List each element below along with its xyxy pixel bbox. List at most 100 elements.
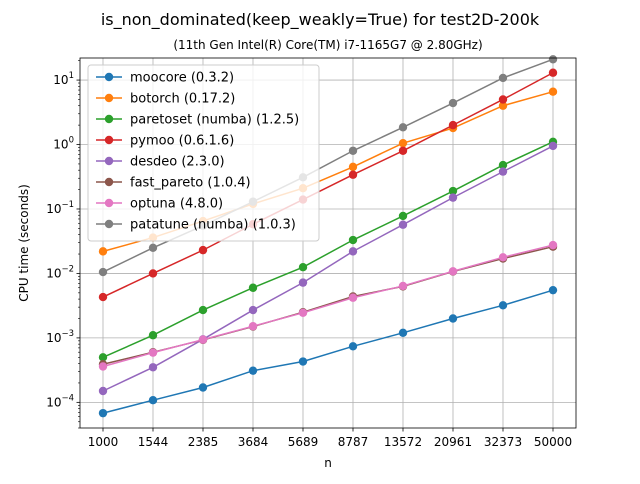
data-point — [448, 98, 458, 108]
data-point — [498, 101, 508, 110]
y-tick-base: 10 — [46, 266, 61, 280]
series-line — [102, 289, 554, 414]
data-point — [448, 267, 458, 276]
plot-frame — [79, 57, 577, 429]
data-point — [348, 162, 358, 172]
data-point — [498, 73, 508, 83]
data-point — [348, 247, 358, 256]
data-point — [98, 247, 108, 256]
legend-entry: pymoo (0.6.1.6) — [96, 134, 234, 149]
data-point — [548, 141, 558, 151]
data-point — [548, 240, 558, 250]
legend-marker — [104, 135, 114, 145]
data-point — [348, 235, 358, 245]
data-point — [148, 348, 158, 357]
y-tick-base: 10 — [53, 138, 68, 152]
x-tick-label: 1544 — [138, 435, 169, 449]
x-tick-label: 32373 — [484, 435, 522, 449]
data-point — [448, 186, 458, 196]
y-tick-exponent: −2 — [61, 264, 74, 274]
legend-marker — [104, 93, 114, 103]
series-2 — [98, 137, 558, 362]
data-point — [98, 408, 108, 418]
data-point — [448, 314, 458, 323]
data-point — [448, 193, 458, 202]
data-point — [398, 146, 408, 155]
legend-label: fast_pareto (1.0.4) — [130, 176, 251, 191]
data-point — [298, 357, 308, 366]
data-point — [248, 366, 258, 375]
data-point — [98, 353, 108, 362]
data-point — [498, 160, 508, 170]
data-point — [348, 146, 358, 155]
series-line — [102, 244, 554, 368]
data-point — [248, 283, 258, 292]
axis-ticks: 1000 1544 2385 3684 5689 8787 13572 20961 32373 5… — [46, 60, 572, 449]
x-axis-label: n — [324, 456, 332, 470]
y-tick-label: 100 — [53, 136, 74, 152]
data-point — [398, 220, 408, 229]
legend-entry: moocore (0.3.2) — [96, 71, 234, 86]
data-point — [148, 243, 158, 252]
y-tick-base: 10 — [46, 331, 61, 345]
y-tick-base: 10 — [53, 73, 68, 87]
legend-marker — [104, 177, 114, 187]
legend-box — [87, 64, 320, 242]
data-point — [198, 335, 208, 344]
x-tick-label: 1000 — [88, 435, 119, 449]
legend-entry: botorch (0.17.2) — [96, 92, 235, 107]
y-tick-exponent: −3 — [61, 329, 74, 339]
x-tick-label: 20961 — [434, 435, 472, 449]
data-point — [98, 292, 108, 302]
data-point — [98, 267, 108, 277]
data-point — [398, 211, 408, 221]
y-tick-label: 10−3 — [46, 329, 74, 345]
data-point — [98, 386, 108, 396]
data-point — [248, 305, 258, 315]
data-point — [448, 120, 458, 130]
series-6 — [98, 240, 558, 371]
legend-label: desdeo (2.3.0) — [130, 155, 225, 170]
data-point — [148, 395, 158, 405]
x-tick-label: 5689 — [288, 435, 319, 449]
data-point — [498, 95, 508, 104]
y-tick-exponent: −1 — [61, 200, 74, 210]
legend-label: optuna (4.8.0) — [130, 197, 223, 212]
legend-entry: patatune (numba) (1.0.3) — [96, 218, 296, 233]
legend-entry: optuna (4.8.0) — [96, 197, 223, 212]
data-point — [148, 269, 158, 278]
legend-label: botorch (0.17.2) — [130, 92, 235, 107]
series-0 — [98, 285, 558, 418]
data-point — [148, 363, 158, 372]
legend-label: pymoo (0.6.1.6) — [130, 134, 234, 149]
legend-entry: desdeo (2.3.0) — [96, 155, 225, 170]
legend-label: moocore (0.3.2) — [130, 71, 234, 86]
series-line — [102, 145, 554, 392]
y-tick-label: 10−4 — [46, 393, 74, 409]
data-point — [348, 170, 358, 179]
y-tick-base: 10 — [46, 202, 61, 216]
data-point — [198, 305, 208, 315]
legend-marker — [104, 156, 114, 166]
data-point — [148, 331, 158, 340]
data-point — [398, 123, 408, 132]
y-tick-label: 10−2 — [46, 264, 74, 280]
data-point — [348, 293, 358, 302]
y-tick-exponent: 0 — [69, 136, 74, 146]
data-point — [98, 362, 108, 371]
x-tick-label: 8787 — [338, 435, 369, 449]
data-point — [298, 308, 308, 318]
data-point — [348, 342, 358, 351]
x-tick-label: 3684 — [238, 435, 269, 449]
x-tick-label: 50000 — [534, 435, 572, 449]
x-tick-label: 13572 — [384, 435, 422, 449]
series-line — [102, 141, 554, 358]
legend-label: patatune (numba) (1.0.3) — [130, 218, 296, 233]
legend-marker — [104, 219, 114, 229]
chart-subtitle: (11th Gen Intel(R) Core(TM) i7-1165G7 @ … — [173, 38, 482, 52]
y-axis-label: CPU time (seconds) — [17, 184, 31, 302]
legend-entry: paretoset (numba) (1.2.5) — [96, 113, 299, 128]
y-tick-label: 10−1 — [46, 200, 74, 216]
data-point — [198, 245, 208, 255]
